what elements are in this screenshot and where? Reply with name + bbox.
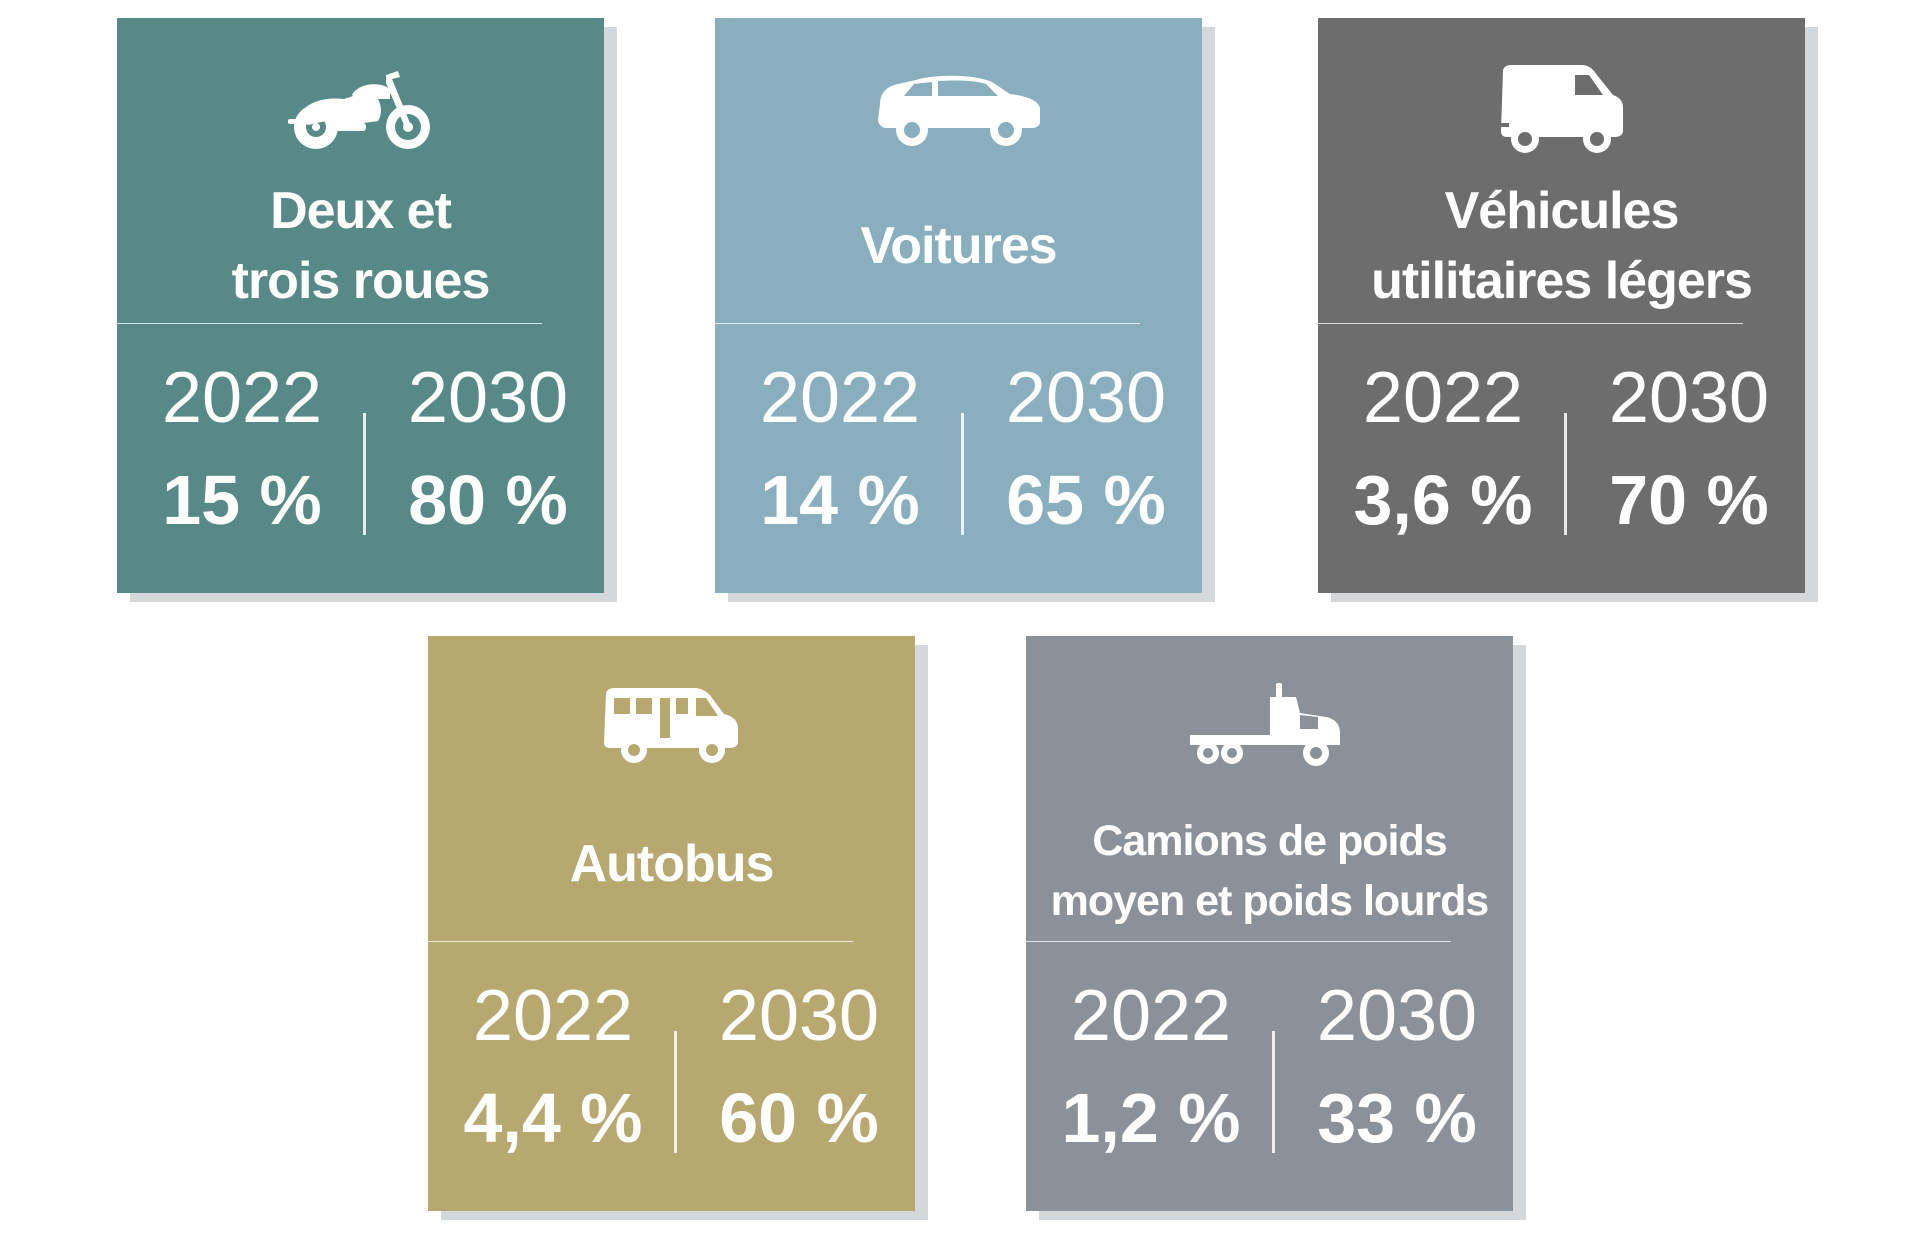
year-label: 2022: [472, 976, 634, 1056]
stat-2030: 2030 65 %: [971, 353, 1201, 545]
card-cars: Voitures 2022 14 % 2030 65 %: [715, 18, 1202, 593]
divider-horizontal: [117, 323, 542, 324]
year-label: 2030: [718, 976, 880, 1056]
year-label: 2030: [1608, 358, 1770, 438]
van-icon: [1318, 60, 1805, 160]
stat-2030: 2030 70 %: [1574, 353, 1804, 545]
card-title-line: Autobus: [569, 834, 775, 893]
card-title: Camions de poids moyen et poids lourds: [1026, 791, 1513, 951]
card-title-line: Deux et: [270, 181, 452, 240]
card-title-line: trois roues: [231, 251, 491, 310]
card-light-commercial-vehicles: Véhicules utilitaires légers 2022 3,6 % …: [1318, 18, 1805, 593]
year-label: 2030: [1005, 358, 1167, 438]
percentage-value: 60 %: [719, 1079, 879, 1157]
card-title-line: Voitures: [860, 216, 1057, 275]
divider-horizontal: [428, 941, 853, 942]
divider-vertical: [961, 413, 964, 535]
card-title: Autobus: [428, 776, 915, 951]
year-label: 2030: [407, 358, 569, 438]
percentage-value: 80 %: [408, 461, 568, 539]
divider-horizontal: [1318, 323, 1743, 324]
year-label: 2022: [1362, 358, 1524, 438]
divider-vertical: [674, 1031, 677, 1153]
stat-2022: 2022 3,6 %: [1328, 353, 1558, 545]
percentage-value: 1,2 %: [1061, 1079, 1241, 1157]
divider-vertical: [1564, 413, 1567, 535]
divider-horizontal: [1026, 941, 1451, 942]
percentage-value: 15 %: [162, 461, 322, 539]
percentage-value: 3,6 %: [1353, 461, 1533, 539]
stat-2030: 2030 60 %: [684, 971, 914, 1163]
card-title-line: Camions de poids: [1092, 817, 1447, 865]
card-trucks: Camions de poids moyen et poids lourds 2…: [1026, 636, 1513, 1211]
bus-icon: [428, 678, 915, 778]
divider-vertical: [363, 413, 366, 535]
percentage-value: 70 %: [1609, 461, 1769, 539]
stat-2022: 2022 1,2 %: [1036, 971, 1266, 1163]
year-label: 2030: [1316, 976, 1478, 1056]
stat-2022: 2022 15 %: [127, 353, 357, 545]
card-title-line: moyen et poids lourds: [1050, 877, 1490, 925]
card-buses: Autobus 2022 4,4 % 2030 60 %: [428, 636, 915, 1211]
year-label: 2022: [759, 358, 921, 438]
card-two-three-wheelers: Deux et trois roues 2022 15 % 2030 80 %: [117, 18, 604, 593]
card-title: Voitures: [715, 158, 1202, 333]
stat-2022: 2022 14 %: [725, 353, 955, 545]
card-title-line: utilitaires légers: [1371, 251, 1753, 310]
car-icon: [715, 60, 1202, 160]
motorcycle-icon: [117, 60, 604, 160]
percentage-value: 4,4 %: [463, 1079, 643, 1157]
stat-2022: 2022 4,4 %: [438, 971, 668, 1163]
divider-vertical: [1272, 1031, 1275, 1153]
stat-2030: 2030 80 %: [373, 353, 603, 545]
card-title-line: Véhicules: [1444, 181, 1680, 240]
year-label: 2022: [1070, 976, 1232, 1056]
percentage-value: 65 %: [1006, 461, 1166, 539]
percentage-value: 14 %: [760, 461, 920, 539]
percentage-value: 33 %: [1317, 1079, 1477, 1157]
stat-2030: 2030 33 %: [1282, 971, 1512, 1163]
divider-horizontal: [715, 323, 1140, 324]
card-title: Deux et trois roues: [117, 158, 604, 333]
truck-icon: [1026, 678, 1513, 778]
card-title: Véhicules utilitaires légers: [1318, 158, 1805, 333]
year-label: 2022: [161, 358, 323, 438]
